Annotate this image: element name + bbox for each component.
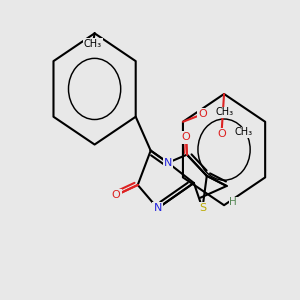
Text: N: N (153, 203, 162, 213)
Text: O: O (182, 133, 190, 142)
Text: O: O (198, 109, 207, 119)
Text: CH₃: CH₃ (234, 127, 252, 137)
Text: CH₃: CH₃ (84, 40, 102, 50)
Text: N: N (164, 158, 172, 168)
Text: H: H (229, 197, 237, 207)
Text: O: O (112, 190, 121, 200)
Text: S: S (199, 203, 206, 213)
Text: CH₃: CH₃ (215, 107, 233, 117)
Text: O: O (217, 129, 226, 140)
